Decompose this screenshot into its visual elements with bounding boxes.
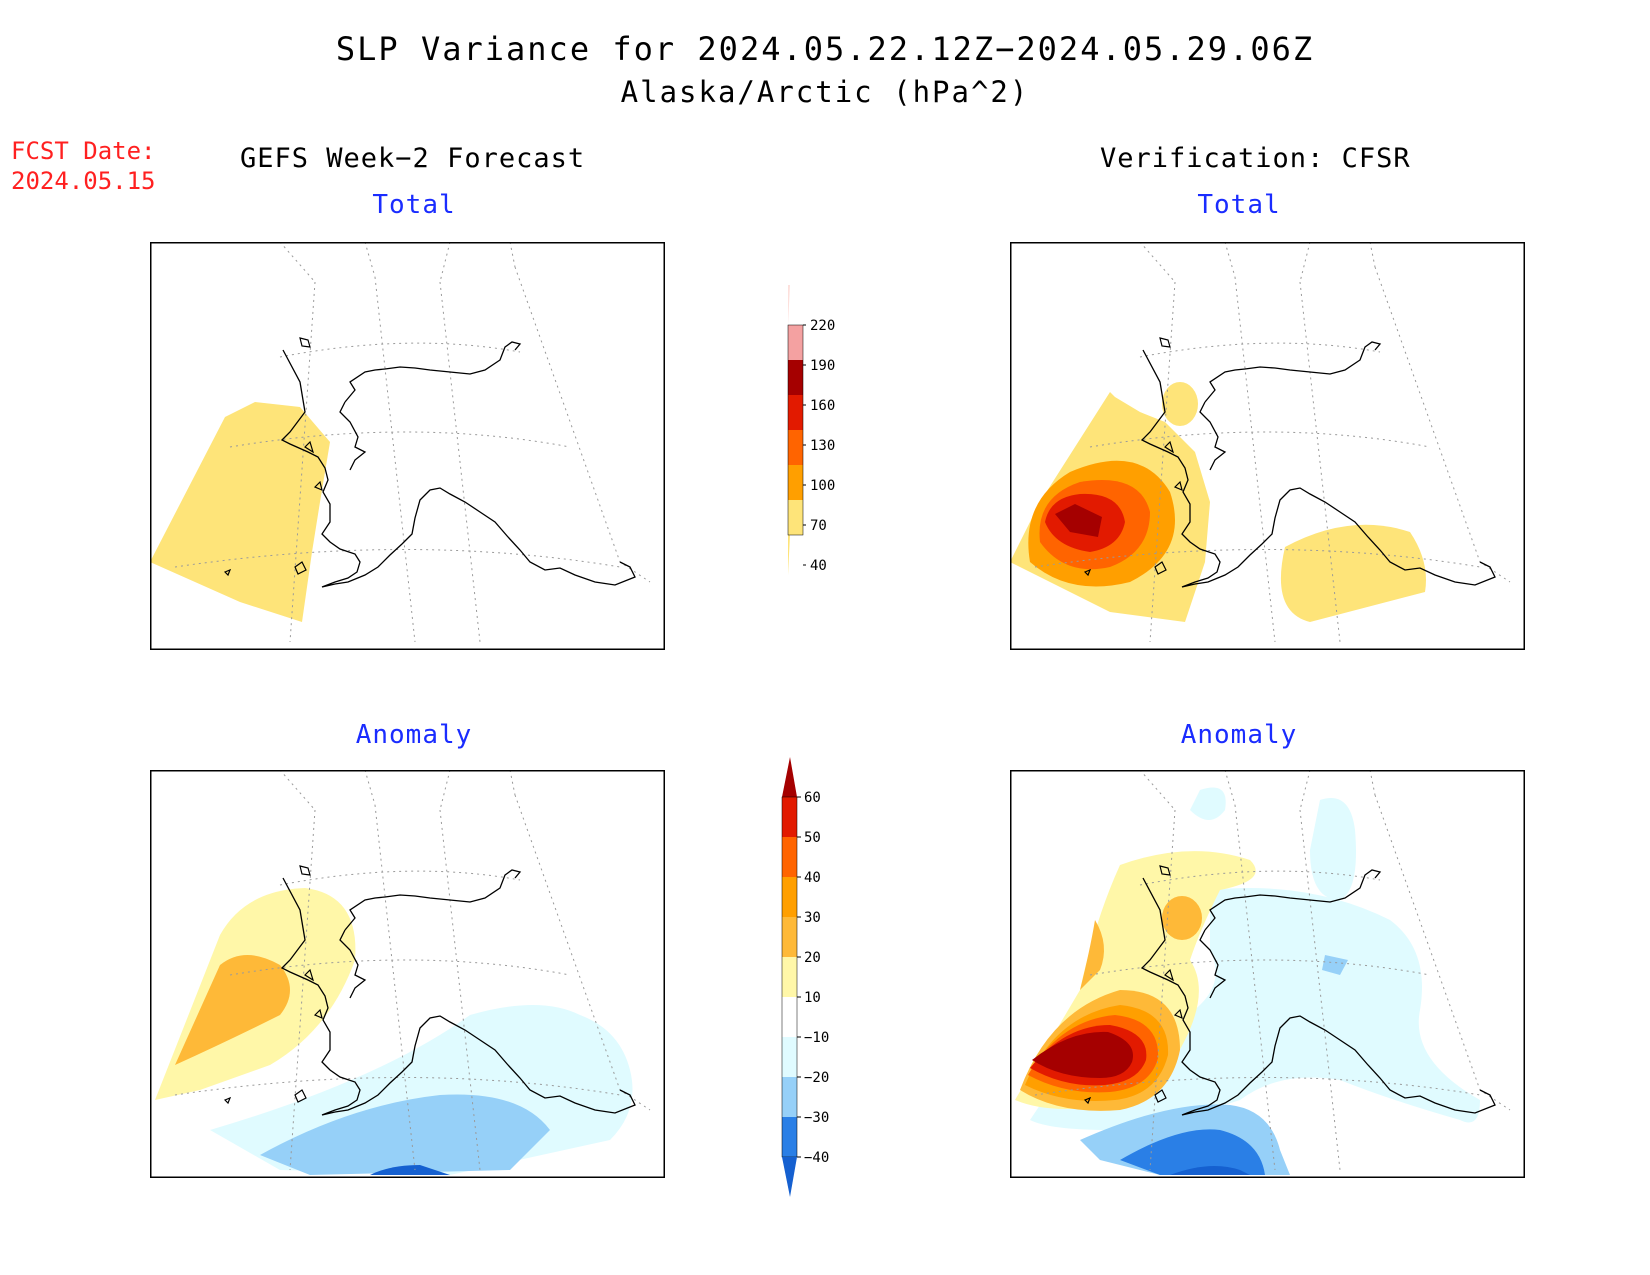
- total-colorbar-tick: 190: [810, 358, 835, 374]
- anomaly-colorbar-tick: −30: [804, 1110, 829, 1126]
- forecast-total-title: Total: [372, 190, 456, 220]
- total-colorbar-swatch: [788, 360, 803, 395]
- verification-anomaly-map: [1010, 770, 1525, 1178]
- total-colorbar-swatch: [788, 325, 803, 360]
- verification-total-map: [1010, 242, 1525, 650]
- anomaly-colorbar-swatch: [782, 1077, 797, 1117]
- verification-column-heading: Verification: CFSR: [1100, 143, 1411, 174]
- anomaly-colorbar-swatch: [782, 917, 797, 957]
- anomaly-colorbar-bottom-arrow: [782, 1157, 797, 1197]
- total-colorbar-tick: 40: [810, 558, 827, 574]
- anomaly-colorbar-tick: 50: [804, 830, 821, 846]
- total-colorbar-swatch: [788, 500, 803, 535]
- anomaly-colorbar-tick: 20: [804, 950, 821, 966]
- anomaly-colorbar-tick: 60: [804, 790, 821, 806]
- total-colorbar-swatch: [788, 395, 803, 430]
- anomaly-colorbar-swatch: [782, 877, 797, 917]
- anomaly-colorbar-swatch: [782, 957, 797, 997]
- anomaly-colorbar-swatch: [782, 1117, 797, 1157]
- anomaly-colorbar-swatch: [782, 997, 797, 1037]
- fcst-date-label: FCST Date:: [11, 137, 156, 165]
- forecast-anomaly-title: Anomaly: [355, 720, 473, 750]
- total-colorbar-swatch: [788, 430, 803, 465]
- forecast-total-map: [150, 242, 665, 650]
- forecast-column-heading: GEFS Week−2 Forecast: [240, 143, 586, 174]
- main-title: SLP Variance for 2024.05.22.12Z−2024.05.…: [335, 30, 1315, 68]
- anomaly-colorbar: 60 50 40 30 20 10 −10 −20 −30 −40: [781, 757, 829, 1197]
- total-colorbar-bottom-arrow: [788, 535, 790, 575]
- total-colorbar-tick: 130: [810, 438, 835, 454]
- anomaly-colorbar-tick: −10: [804, 1030, 829, 1046]
- main-subtitle: Alaska/Arctic (hPa^2): [620, 75, 1030, 109]
- anomaly-colorbar-tick: −20: [804, 1070, 829, 1086]
- total-colorbar-tick: 220: [810, 318, 835, 334]
- anomaly-colorbar-swatch: [782, 1037, 797, 1077]
- total-colorbar-swatch: [788, 465, 803, 500]
- total-colorbar-tick: 100: [810, 478, 835, 494]
- anomaly-colorbar-tick: 40: [804, 870, 821, 886]
- total-colorbar: 220 190 160 130 100 70 40: [787, 285, 835, 575]
- total-colorbar-tick: 70: [810, 518, 827, 534]
- anomaly-colorbar-swatch: [782, 797, 797, 837]
- anomaly-colorbar-top-arrow: [782, 757, 797, 797]
- verification-anomaly-title: Anomaly: [1180, 720, 1298, 750]
- anomaly-colorbar-tick: −40: [804, 1150, 829, 1166]
- total-colorbar-tick: 160: [810, 398, 835, 414]
- fcst-date-value: 2024.05.15: [11, 167, 156, 195]
- verification-total-title: Total: [1197, 190, 1281, 220]
- total-colorbar-top-arrow: [788, 285, 790, 325]
- anomaly-colorbar-swatch: [782, 837, 797, 877]
- forecast-anomaly-map: [150, 770, 665, 1178]
- anomaly-colorbar-tick: 10: [804, 990, 821, 1006]
- anomaly-colorbar-tick: 30: [804, 910, 821, 926]
